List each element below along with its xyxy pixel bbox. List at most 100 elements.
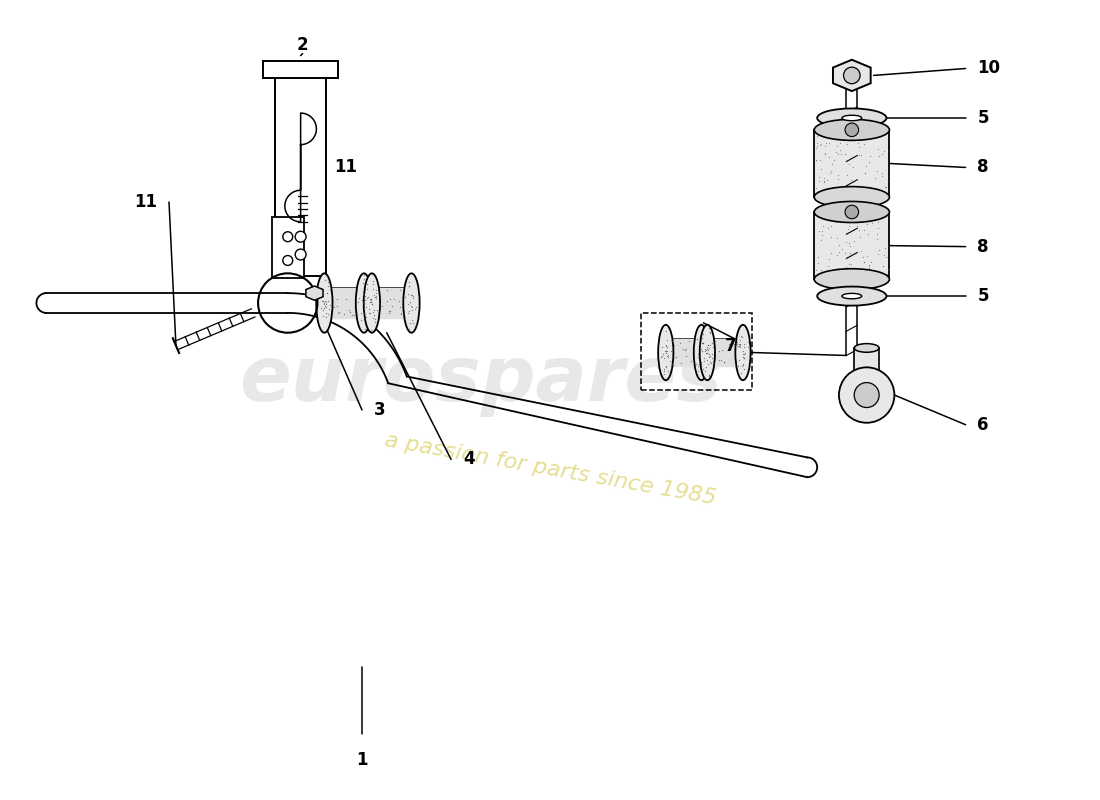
Point xyxy=(697,344,715,357)
Point xyxy=(822,247,839,260)
Point xyxy=(736,362,754,375)
Point xyxy=(838,169,856,182)
Point xyxy=(856,210,873,223)
Point xyxy=(366,313,384,326)
Point xyxy=(321,284,339,297)
Point xyxy=(354,286,372,298)
Point xyxy=(658,345,675,358)
Bar xyxy=(263,61,338,78)
Point xyxy=(392,307,409,320)
Point xyxy=(703,352,720,365)
Point xyxy=(860,156,878,169)
Point xyxy=(729,359,747,372)
Bar xyxy=(641,313,752,390)
Point xyxy=(814,225,832,238)
Point xyxy=(701,322,718,334)
Point xyxy=(392,283,409,296)
Point xyxy=(722,341,739,354)
Point xyxy=(383,299,400,312)
Point xyxy=(736,347,754,360)
Point xyxy=(842,132,859,145)
Point xyxy=(319,280,337,293)
Point xyxy=(807,154,825,167)
Point xyxy=(361,295,378,308)
Point xyxy=(316,297,333,310)
Point xyxy=(652,350,670,363)
Text: 5: 5 xyxy=(978,287,989,305)
Point xyxy=(826,183,844,196)
Polygon shape xyxy=(285,113,317,222)
Point xyxy=(869,222,887,234)
Point xyxy=(700,338,717,351)
Point xyxy=(878,206,895,218)
Point xyxy=(359,278,376,290)
Point xyxy=(706,357,724,370)
Point xyxy=(694,337,712,350)
Text: 11: 11 xyxy=(334,158,358,177)
Point xyxy=(702,338,719,351)
Point xyxy=(370,297,387,310)
Point xyxy=(363,298,381,310)
Point xyxy=(730,338,748,350)
Point xyxy=(363,295,381,308)
Point xyxy=(404,289,421,302)
Point xyxy=(678,350,695,362)
Point xyxy=(658,333,675,346)
Point xyxy=(659,344,676,357)
Point xyxy=(692,342,710,355)
Point xyxy=(807,182,825,194)
Point xyxy=(806,186,824,199)
Point xyxy=(697,346,715,359)
Point xyxy=(696,345,714,358)
Point xyxy=(316,296,333,309)
Point xyxy=(365,289,383,302)
Point xyxy=(840,158,858,170)
Point xyxy=(355,273,373,286)
Point xyxy=(353,314,371,326)
Point xyxy=(696,361,714,374)
Point xyxy=(808,140,826,153)
Point xyxy=(880,145,898,158)
Point xyxy=(837,226,855,239)
Point xyxy=(702,327,719,340)
Point xyxy=(698,358,716,370)
Point xyxy=(662,344,680,357)
Point xyxy=(840,236,858,249)
Text: 10: 10 xyxy=(978,59,1001,78)
Point xyxy=(317,295,334,308)
Circle shape xyxy=(855,382,879,407)
Bar xyxy=(814,212,890,279)
Point xyxy=(406,302,424,315)
Point xyxy=(864,217,881,230)
Point xyxy=(860,258,878,271)
Point xyxy=(850,223,868,236)
Point xyxy=(330,306,348,318)
Ellipse shape xyxy=(855,344,879,352)
Point xyxy=(835,266,852,278)
Point xyxy=(807,142,825,154)
Point xyxy=(733,330,750,342)
Point xyxy=(857,262,874,275)
Point xyxy=(399,304,417,317)
Circle shape xyxy=(845,123,859,137)
Point xyxy=(698,342,716,355)
Point xyxy=(810,257,827,270)
Point xyxy=(739,341,757,354)
Ellipse shape xyxy=(364,274,380,333)
Ellipse shape xyxy=(842,115,861,121)
Point xyxy=(396,291,414,304)
Point xyxy=(700,342,717,354)
Point xyxy=(351,292,369,305)
Point xyxy=(691,346,708,358)
Point xyxy=(820,259,837,272)
Point xyxy=(849,137,867,150)
Point xyxy=(869,248,887,261)
Point xyxy=(732,366,749,379)
Point xyxy=(725,338,742,350)
Point xyxy=(690,350,707,363)
Point xyxy=(363,298,381,310)
Point xyxy=(358,292,375,305)
Point xyxy=(830,246,848,258)
Point xyxy=(320,307,338,320)
Point xyxy=(694,327,712,340)
